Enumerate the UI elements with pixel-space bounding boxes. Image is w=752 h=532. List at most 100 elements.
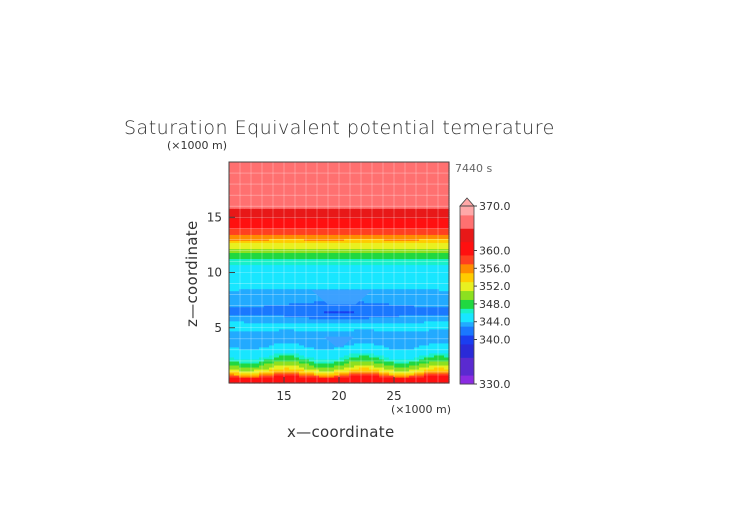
field-cell (319, 196, 325, 199)
field-cell (424, 246, 430, 249)
field-cell (239, 186, 245, 189)
field-cell (329, 348, 335, 352)
field-cell (394, 292, 400, 296)
field-cell (289, 220, 295, 223)
field-cell (409, 248, 415, 251)
field-cell (324, 232, 330, 235)
x-unit-label: (×1000 m) (391, 403, 451, 416)
field-cell (439, 344, 445, 348)
field-cell (239, 376, 245, 380)
field-cell (419, 162, 425, 165)
field-cell (424, 354, 430, 358)
field-cell (364, 304, 370, 308)
field-cell (244, 336, 250, 340)
field-cell (389, 298, 395, 302)
field-cell (444, 238, 450, 241)
field-cell (319, 254, 325, 258)
field-cell (319, 274, 325, 278)
field-cell (229, 374, 235, 378)
field-cell (424, 322, 430, 326)
field-cell (284, 264, 290, 268)
field-cell (294, 376, 300, 380)
field-cell (254, 332, 260, 336)
field-cell (334, 380, 340, 384)
field-cell (289, 262, 295, 266)
field-cell (279, 252, 285, 256)
field-cell (289, 334, 295, 338)
field-cell (444, 210, 450, 213)
field-cell (389, 290, 395, 294)
field-cell (359, 268, 365, 272)
field-cell (309, 192, 315, 195)
field-cell (264, 214, 270, 217)
field-cell (374, 268, 380, 272)
field-cell (339, 262, 345, 266)
field-cell (414, 182, 420, 185)
field-cell (409, 280, 415, 284)
field-cell (344, 262, 350, 266)
field-cell (379, 196, 385, 199)
field-cell (229, 346, 235, 350)
field-cell (309, 364, 315, 368)
field-cell (364, 322, 370, 326)
colorbar-segment (460, 343, 474, 349)
field-cell (314, 346, 320, 350)
field-cell (434, 362, 440, 366)
field-cell (334, 362, 340, 366)
field-cell (234, 322, 240, 326)
field-cell (229, 366, 235, 370)
field-cell (364, 242, 370, 245)
field-cell (309, 268, 315, 272)
field-cell (244, 196, 250, 199)
field-cell (424, 310, 430, 314)
field-cell (409, 362, 415, 366)
field-cell (274, 296, 280, 300)
field-cell (374, 168, 380, 171)
field-cell (389, 174, 395, 177)
field-cell (344, 260, 350, 264)
field-cell (234, 286, 240, 290)
field-cell (434, 272, 440, 276)
field-cell (294, 258, 300, 262)
field-cell (319, 322, 325, 326)
field-cell (394, 178, 400, 181)
field-cell (394, 318, 400, 322)
field-cell (329, 330, 335, 334)
field-cell (419, 304, 425, 308)
field-cell (324, 240, 330, 243)
field-cell (254, 374, 260, 378)
field-cell (314, 302, 320, 306)
field-cell (254, 354, 260, 358)
field-cell (249, 344, 255, 348)
field-cell (354, 212, 360, 215)
field-cell (294, 178, 300, 181)
field-cell (369, 242, 375, 245)
field-cell (269, 380, 275, 384)
field-cell (404, 162, 410, 165)
x-tick-label: 20 (331, 389, 346, 403)
field-cell (369, 182, 375, 185)
field-cell (434, 216, 440, 219)
field-cell (409, 190, 415, 193)
field-cell (404, 316, 410, 320)
field-cell (389, 224, 395, 227)
field-cell (374, 228, 380, 231)
field-cell (234, 370, 240, 374)
field-cell (324, 168, 330, 171)
field-cell (384, 174, 390, 177)
field-cell (389, 376, 395, 380)
field-cell (364, 244, 370, 247)
field-cell (394, 268, 400, 272)
field-cell (414, 176, 420, 179)
field-cell (429, 224, 435, 227)
field-cell (354, 170, 360, 173)
field-cell (414, 236, 420, 239)
field-cell (244, 224, 250, 227)
field-cell (244, 180, 250, 183)
field-cell (244, 170, 250, 173)
field-cell (244, 268, 250, 272)
field-cell (264, 260, 270, 264)
field-cell (304, 328, 310, 332)
field-cell (364, 260, 370, 264)
field-cell (374, 330, 380, 334)
